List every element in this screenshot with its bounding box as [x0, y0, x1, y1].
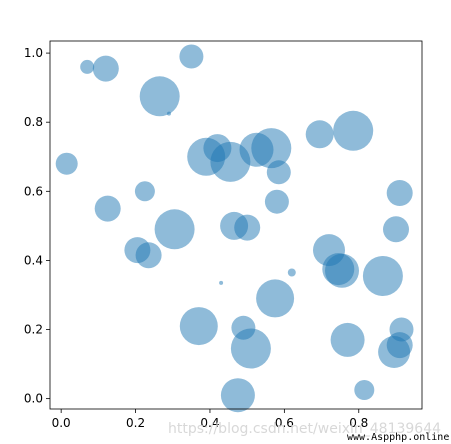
scatter-point: [134, 181, 155, 202]
scatter-point: [55, 152, 78, 175]
x-tick-label: 0.6: [275, 416, 294, 430]
scatter-point: [230, 328, 271, 369]
y-tick-label: 1.0: [24, 46, 43, 60]
scatter-point: [219, 280, 224, 285]
scatter-point: [154, 209, 195, 250]
x-tick-label: 0.8: [349, 416, 368, 430]
x-tick-label: 0.4: [200, 416, 219, 430]
x-tick-label: 0.2: [126, 416, 145, 430]
scatter-point: [354, 380, 375, 400]
y-tick-label: 0.8: [24, 115, 43, 129]
scatter-point: [266, 160, 291, 185]
axes-frame: [49, 40, 423, 410]
scatter-point: [264, 189, 289, 214]
y-tick-label: 0.6: [24, 184, 43, 198]
y-tick-label: 0.2: [24, 323, 43, 337]
scatter-point: [256, 279, 295, 318]
scatter-point: [305, 120, 334, 149]
scatter-point: [333, 110, 374, 151]
scatter-point: [330, 322, 365, 357]
scatter-point: [179, 307, 218, 346]
ticks-layer: 0.0 0.2 0.4 0.6 0.8 0.0 0.2 0.4 0.6 0.8 1.0: [24, 46, 368, 430]
scatter-point: [139, 76, 180, 117]
scatter-point: [135, 242, 162, 269]
scatter-point: [325, 253, 359, 288]
scatter-point: [220, 378, 255, 413]
scatter-point: [80, 59, 95, 74]
scatter-point: [94, 195, 121, 222]
scatter-point: [386, 180, 413, 206]
scatter-point: [287, 268, 296, 277]
scatter-point: [167, 111, 171, 116]
x-tick-label: 0.0: [52, 416, 71, 430]
y-tick-label: 0.0: [24, 392, 43, 406]
scatter-point: [234, 214, 261, 241]
watermark-faint: https://blog.csdn.net/weixin_48139644: [168, 421, 441, 437]
points-layer: [55, 44, 414, 413]
scatter-point: [179, 44, 204, 69]
scatter-point: [386, 332, 413, 359]
scatter-point: [362, 256, 403, 296]
scatter-point: [92, 55, 119, 82]
scatter-point: [251, 128, 292, 169]
watermark-site: www.Aspphp.online: [347, 432, 449, 443]
y-tick-label: 0.4: [24, 253, 43, 267]
scatter-point: [383, 216, 409, 243]
